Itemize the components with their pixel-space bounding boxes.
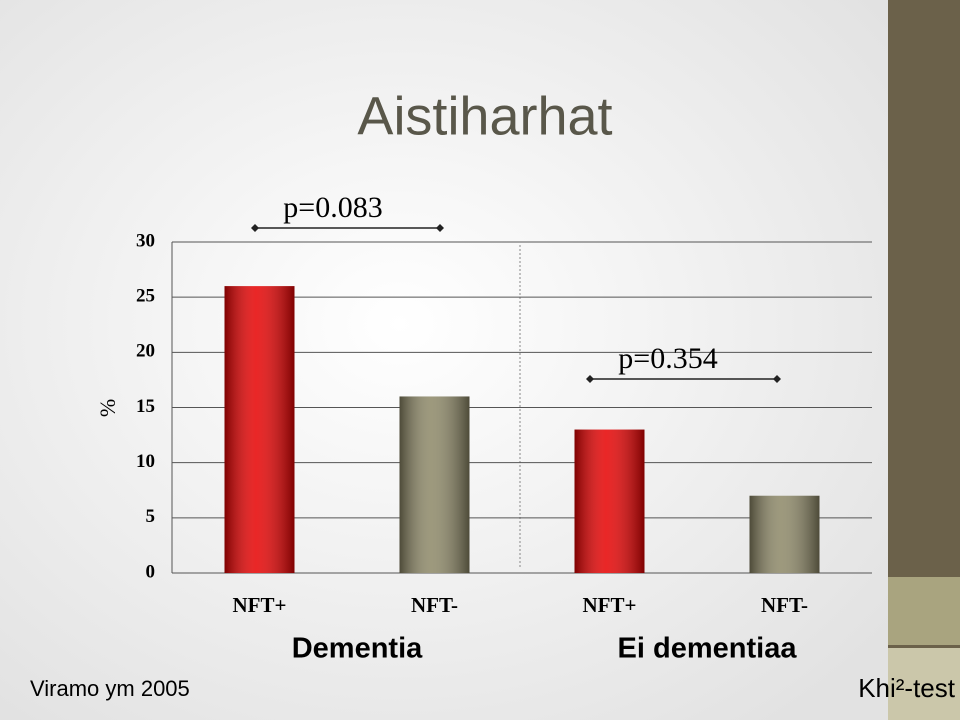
background [0,0,888,720]
y-axis-label: % [95,399,120,417]
source: Viramo ym 2005 [30,676,190,701]
bar-shading [224,286,295,573]
group-label: Dementia [292,633,423,665]
p-value-end [586,375,594,383]
x-tick-label: NFT+ [583,593,637,617]
p-value-end [436,224,444,232]
test-label: Khi²-test [858,673,956,703]
p-value-end [773,375,781,383]
x-tick-label: NFT- [411,593,458,617]
y-tick-label: 20 [136,341,155,362]
x-tick-label: NFT+ [233,593,287,617]
x-tick-label: NFT- [761,593,808,617]
side-block [888,577,960,645]
p-value-end [251,224,259,232]
p-value: p=0.354 [618,342,717,375]
bar-shading [749,495,820,573]
bar-shading [574,429,645,573]
bar-shading [399,396,470,573]
side-block [888,648,960,720]
y-tick-label: 25 [136,286,155,307]
y-tick-label: 5 [146,506,156,527]
y-tick-label: 10 [136,451,155,472]
group-label: Ei dementiaa [618,633,798,665]
y-tick-label: 0 [146,561,156,582]
chart-title: Aistiharhat [357,86,612,146]
y-tick-label: 15 [136,396,155,417]
y-tick-label: 30 [136,230,155,251]
p-value: p=0.083 [283,191,382,224]
